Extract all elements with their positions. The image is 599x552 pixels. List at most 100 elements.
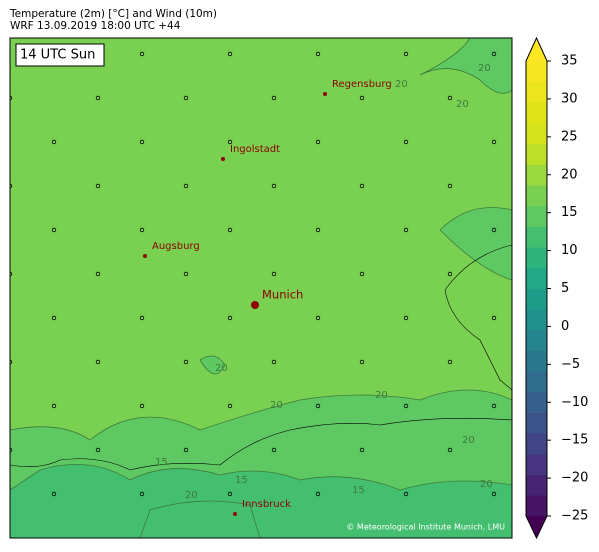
wind-calm: [95, 447, 101, 453]
wind-calm: [183, 359, 189, 365]
city-label: Innsbruck: [242, 499, 291, 510]
wind-calm: [359, 95, 365, 101]
contour-label: 20: [462, 435, 475, 446]
wind-calm: [403, 315, 409, 321]
wind-calm: [95, 95, 101, 101]
wind-calm: [51, 315, 57, 321]
wind-calm: [139, 403, 145, 409]
colorbar-tick-label: −25: [561, 509, 588, 524]
wind-calm: [95, 183, 101, 189]
credit: © Meteorological Institute Munich, LMU: [346, 523, 505, 532]
wind-calm: [51, 139, 57, 145]
wind-calm: [491, 139, 497, 145]
city-label: Regensburg: [332, 79, 392, 90]
colorbar-band: [526, 143, 547, 165]
wind-calm: [183, 447, 189, 453]
colorbar-band: [526, 185, 547, 207]
subtitle: WRF 13.09.2019 18:00 UTC +44: [10, 20, 181, 32]
wind-calm: [227, 403, 233, 409]
colorbar-tick-label: 25: [561, 129, 578, 144]
wind-calm: [359, 183, 365, 189]
colorbar-tick-label: 30: [561, 91, 578, 106]
colorbar-band: [526, 102, 547, 124]
contour-label: 20: [395, 79, 408, 90]
colorbar-band: [526, 267, 547, 289]
colorbar-band: [526, 371, 547, 393]
wind-calm: [491, 227, 497, 233]
wind-calm: [403, 403, 409, 409]
colorbar-tick-label: 15: [561, 205, 578, 220]
colorbar-tick-label: 10: [561, 243, 578, 258]
colorbar: 35 30 25 20 15 10 5 0 −5 −10 −15 −20 −25: [525, 36, 588, 540]
colorbar-band: [526, 350, 547, 372]
wind-calm: [315, 51, 321, 57]
colorbar-band: [526, 61, 547, 82]
wind-calm: [139, 227, 145, 233]
wind-calm: [10, 271, 13, 277]
wind-calm: [359, 271, 365, 277]
colorbar-tick-label: 5: [561, 281, 569, 296]
colorbar-tick-label: 35: [561, 54, 578, 69]
wind-calm: [227, 227, 233, 233]
colorbar-band: [526, 329, 547, 351]
wind-calm: [491, 403, 497, 409]
wind-calm: [447, 271, 453, 277]
wind-calm: [315, 139, 321, 145]
colorbar-band: [526, 495, 547, 517]
colorbar-band: [526, 226, 547, 248]
contour-label: 20: [215, 363, 228, 374]
colorbar-band: [526, 123, 547, 145]
colorbar-tick-label: −5: [561, 357, 580, 372]
colorbar-tick-label: −10: [561, 395, 588, 410]
wind-calm: [403, 139, 409, 145]
wind-calm: [95, 271, 101, 277]
wind-calm: [403, 491, 409, 497]
wind-calm: [491, 491, 497, 497]
city-label: Munich: [262, 288, 303, 302]
wind-calm: [271, 183, 277, 189]
contour-label: 15: [352, 485, 365, 496]
map: 20 20 20 20 20 20 20 15 15 15 20 20: [10, 38, 512, 538]
colorbar-band: [526, 391, 547, 413]
colorbar-extend: [526, 516, 547, 538]
map-frame: [9, 37, 513, 539]
wind-calm: [447, 359, 453, 365]
wind-calm: [447, 183, 453, 189]
colorbar-band: [526, 247, 547, 269]
city-dot: [323, 92, 327, 96]
wind-calm: [403, 51, 409, 57]
city-dot: [143, 254, 147, 258]
wind-calm: [51, 227, 57, 233]
wind-calm: [95, 359, 101, 365]
wind-calm: [51, 403, 57, 409]
colorbar-tick-label: 20: [561, 167, 578, 182]
wind-calm: [271, 271, 277, 277]
wind-calm: [51, 491, 57, 497]
city-dot: [221, 157, 225, 161]
temperature-patch: [10, 38, 512, 538]
colorbar-tick-label: 0: [561, 319, 569, 334]
wind-calm: [183, 95, 189, 101]
city-dot: [251, 301, 259, 309]
contour-label: 20: [456, 99, 469, 110]
colorbar-extend: [526, 38, 547, 61]
contour-label: 20: [478, 63, 491, 74]
wind-calm: [139, 315, 145, 321]
time-box: [15, 43, 105, 67]
colorbar-band: [526, 81, 547, 103]
colorbar-band: [526, 412, 547, 434]
wind-calm: [139, 491, 145, 497]
contour-label: 15: [235, 475, 248, 486]
border-line: [10, 244, 512, 471]
contour-labels: 20 20 20 20 20 20 20 15 15 15 20 20: [155, 63, 493, 501]
wind-calm: [10, 447, 13, 453]
wind-calm: [227, 51, 233, 57]
wind-calm: [403, 227, 409, 233]
wind-calm: [315, 403, 321, 409]
wind-calm: [315, 491, 321, 497]
wind-calm: [315, 227, 321, 233]
wind-calm: [491, 51, 497, 57]
wind-calm: [359, 359, 365, 365]
wind-calm: [227, 139, 233, 145]
